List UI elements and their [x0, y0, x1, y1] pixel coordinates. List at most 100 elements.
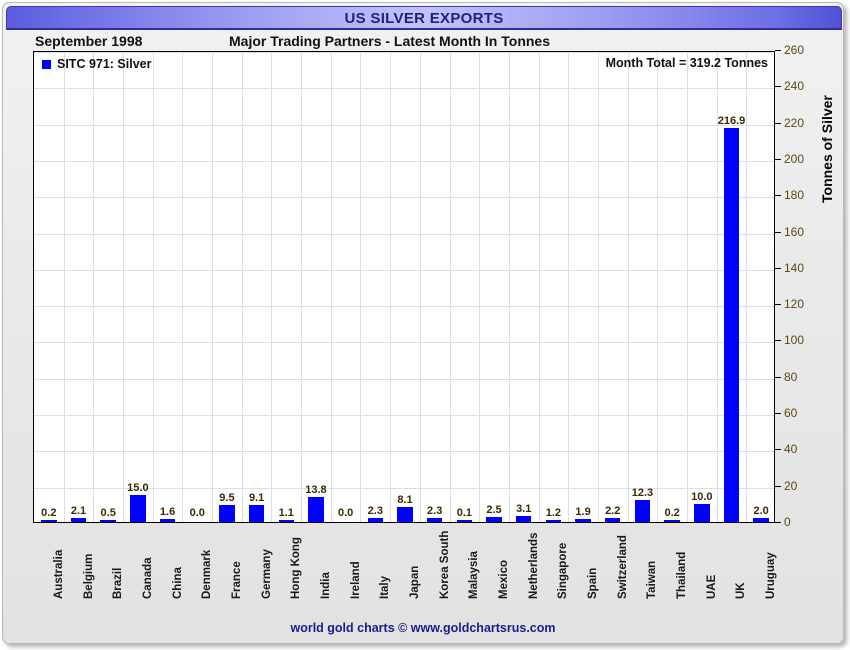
bar-item[interactable]: 13.8 [305, 52, 327, 522]
bar-rect[interactable] [190, 520, 205, 522]
bar-rect[interactable] [664, 520, 680, 522]
bar-item[interactable]: 9.1 [248, 52, 265, 522]
bar-series: 0.2 2.1 0.5 15.0 1.6 0.0 9.5 9.1 1.1 13.8 0.0 2.3 8.… [34, 52, 774, 522]
gridline-vertical [479, 52, 480, 522]
y-tick-mark [775, 231, 781, 233]
y-tick-label: 100 [784, 333, 805, 348]
bar-value-label: 1.1 [278, 507, 294, 519]
gridline-vertical [746, 52, 747, 522]
bar-rect[interactable] [278, 520, 294, 522]
x-axis-tick-label: Belgium [82, 553, 95, 599]
bar-rect[interactable] [723, 128, 740, 522]
bar-rect[interactable] [426, 517, 443, 522]
y-tick-mark [775, 86, 781, 88]
bar-item[interactable]: 0.0 [338, 52, 353, 522]
x-axis-tick-label: Canada [141, 557, 154, 599]
gridline-vertical [93, 52, 94, 522]
bar-rect[interactable] [694, 503, 710, 522]
bar-rect[interactable] [397, 507, 413, 522]
chart-window: US SILVER EXPORTS September 1998 Major T… [2, 2, 844, 644]
bar-rect[interactable] [70, 518, 87, 522]
x-axis-tick-label: Taiwan [646, 560, 659, 599]
gridline-vertical [360, 52, 361, 522]
bar-value-label: 12.3 [631, 486, 654, 499]
bar-value-label: 13.8 [305, 483, 327, 496]
x-axis-tick-label: Australia [52, 549, 65, 599]
bar-rect[interactable] [456, 520, 473, 522]
x-axis-tick-label: France [230, 561, 243, 599]
y-tick-label: 160 [784, 224, 805, 239]
bar-item[interactable]: 8.1 [397, 52, 413, 522]
bar-value-label: 9.1 [248, 492, 265, 505]
x-axis-tick-label: Malaysia [468, 551, 481, 599]
bar-item[interactable]: 2.3 [367, 52, 384, 522]
bar-item[interactable]: 0.2 [41, 52, 57, 522]
bar-item[interactable]: 1.2 [545, 52, 562, 522]
bar-item[interactable]: 2.2 [605, 52, 621, 522]
y-tick-label: 80 [784, 369, 798, 384]
bar-item[interactable]: 2.0 [753, 52, 769, 522]
gridline-vertical [64, 52, 65, 522]
x-axis-tick-label: Denmark [201, 549, 214, 599]
bar-rect[interactable] [219, 504, 235, 522]
bar-value-label: 1.9 [575, 505, 591, 518]
bar-value-label: 8.1 [397, 494, 413, 507]
bar-item[interactable]: 9.5 [219, 52, 235, 522]
bar-value-label: 2.3 [427, 504, 443, 517]
gridline-vertical [212, 52, 213, 522]
x-axis-tick-label: Italy [379, 575, 392, 599]
x-axis-tick-label: China [171, 567, 184, 599]
bar-rect[interactable] [753, 518, 769, 522]
bar-item[interactable]: 0.2 [664, 52, 680, 522]
gridline-horizontal [34, 342, 774, 344]
y-axis: 0 20 40 60 80 100 120 140 160 180 200 220 240 260 [775, 43, 821, 529]
bar-rect[interactable] [605, 518, 621, 522]
y-tick-label: 200 [784, 151, 805, 166]
bar-rect[interactable] [634, 499, 651, 522]
bar-item[interactable]: 2.5 [486, 52, 502, 522]
y-tick-mark [775, 376, 781, 378]
y-tick-label: 180 [784, 188, 805, 203]
bar-rect[interactable] [338, 520, 353, 522]
bar-item[interactable]: 216.9 [718, 52, 745, 522]
bar-rect[interactable] [575, 518, 591, 522]
bar-item[interactable]: 1.6 [159, 52, 176, 522]
bar-item[interactable]: 2.3 [426, 52, 443, 522]
bar-rect[interactable] [100, 520, 116, 522]
bar-rect[interactable] [308, 496, 324, 522]
y-tick-label: 240 [784, 79, 805, 94]
y-tick-mark [775, 267, 781, 269]
bar-item[interactable]: 12.3 [631, 52, 654, 522]
bar-rect[interactable] [367, 517, 384, 522]
bar-item[interactable]: 0.1 [456, 52, 473, 522]
y-tick-label: 220 [784, 115, 805, 130]
gridline-vertical [123, 52, 124, 522]
bar-item[interactable]: 1.9 [575, 52, 591, 522]
month-total-annotation: Month Total = 319.2 Tonnes [605, 56, 768, 70]
bar-rect[interactable] [130, 494, 146, 522]
x-axis-tick-label: Uruguay [765, 552, 778, 599]
bar-item[interactable]: 0.0 [190, 52, 205, 522]
bar-rect[interactable] [486, 517, 502, 522]
bar-rect[interactable] [41, 520, 57, 522]
bar-rect[interactable] [545, 519, 562, 522]
x-axis-tick-label: Germany [260, 549, 273, 599]
y-tick-mark [775, 340, 781, 342]
bar-item[interactable]: 15.0 [127, 52, 149, 522]
bar-value-label: 2.3 [367, 504, 383, 517]
bar-item[interactable]: 2.1 [70, 52, 87, 522]
y-tick-label: 140 [784, 260, 805, 275]
bar-rect[interactable] [248, 505, 265, 522]
bar-item[interactable]: 10.0 [691, 52, 713, 522]
bar-item[interactable]: 0.5 [100, 52, 116, 522]
chart-legend: SITC 971: Silver [42, 57, 152, 71]
bar-value-label: 10.0 [691, 490, 713, 503]
gridline-horizontal [34, 88, 774, 90]
x-axis-labels: Australia Belgium Brazil Canada China Denmark… [33, 525, 778, 605]
bar-item[interactable]: 1.1 [278, 52, 294, 522]
gridline-vertical [390, 52, 391, 522]
bar-rect[interactable] [159, 519, 176, 522]
bar-item[interactable]: 3.1 [516, 52, 532, 522]
y-tick-mark [775, 522, 781, 523]
bar-rect[interactable] [516, 516, 532, 522]
